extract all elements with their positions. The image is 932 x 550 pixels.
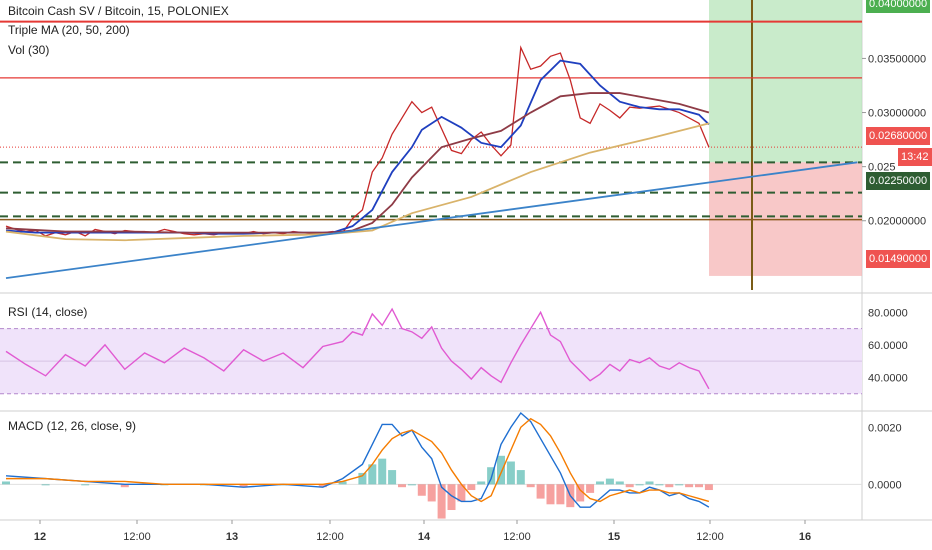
macd-histogram-bar [625, 484, 634, 488]
macd-histogram-bar [388, 470, 397, 485]
rsi-legend: RSI (14, close) [8, 305, 88, 319]
macd-histogram-bar [398, 484, 406, 488]
time-tick-label: 14 [418, 531, 431, 543]
price-series-0 [5, 45, 710, 237]
macd-histogram-bar [417, 484, 426, 496]
chart-title: Bitcoin Cash SV / Bitcoin, 15, POLONIEX [8, 4, 229, 18]
macd-histogram-bar [596, 481, 604, 485]
price-series-3 [5, 122, 710, 242]
time-tick-label: 12:00 [503, 531, 531, 543]
time-tick-label: 12:00 [123, 531, 151, 543]
macd-histogram-bar [704, 484, 713, 491]
macd-histogram-bar [239, 484, 248, 488]
rsi-tick-label: 80.0000 [868, 307, 908, 319]
macd-histogram-bar [635, 484, 644, 486]
macd-histogram-bar [645, 481, 654, 485]
macd-legend: MACD (12, 26, close, 9) [8, 419, 137, 433]
macd-histogram-bar [655, 484, 664, 486]
signal-line [6, 417, 710, 503]
macd-histogram-bar [368, 464, 377, 485]
price-tag-last: 0.02680000 [866, 127, 931, 145]
macd-histogram-bar [457, 484, 466, 502]
macd-histogram-bar [447, 484, 456, 511]
time-tick-label: 12 [34, 531, 46, 543]
macd-histogram-bar [318, 484, 327, 488]
macd-histogram-bar [487, 467, 496, 485]
price-tag-stop: 0.01490000 [866, 250, 931, 268]
price-series-4 [5, 161, 858, 279]
countdown-tag: 13:42 [898, 148, 932, 166]
macd-histogram-bar [536, 484, 545, 499]
macd-histogram-bar [546, 484, 555, 505]
macd-histogram-bar [526, 484, 535, 488]
macd-histogram-bar [695, 484, 703, 488]
time-tick-label: 12:00 [696, 531, 724, 543]
macd-histogram-bar [586, 484, 595, 493]
macd-histogram-bar [2, 481, 10, 485]
macd-histogram-bar [358, 472, 367, 485]
macd-histogram-bar [41, 484, 50, 486]
macd-histogram-bar [497, 455, 505, 485]
macd-tick-label: 0.0000 [868, 479, 902, 491]
macd-histogram-bar [556, 484, 565, 505]
rsi-tick-label: 40.0000 [868, 372, 908, 384]
macd-histogram-bar [665, 484, 674, 488]
macd-histogram-bar [685, 484, 694, 488]
price-tick-label: 0.03000000 [868, 108, 926, 120]
price-tick-label: 0.025 [868, 162, 896, 174]
macd-histogram-bar [378, 458, 387, 485]
time-tick-label: 16 [799, 531, 811, 543]
time-tick-label: 12:00 [316, 531, 344, 543]
macd-histogram-bar [605, 478, 614, 485]
price-tick-label: 0.02000000 [868, 216, 926, 228]
price-series-2 [5, 92, 710, 234]
macd-histogram-bar [675, 484, 684, 486]
macd-histogram-bar [120, 484, 129, 488]
macd-tick-label: 0.0020 [868, 422, 902, 434]
time-tick-label: 13 [226, 531, 238, 543]
macd-histogram-bar [576, 484, 585, 502]
macd-histogram-bar [516, 470, 525, 485]
rsi-line [5, 307, 710, 390]
macd-histogram-bar [506, 461, 515, 485]
volume-legend: Vol (30) [8, 43, 50, 57]
price-tick-label: 0.03500000 [868, 53, 926, 65]
profit-zone [709, 0, 862, 163]
macd-histogram-bar [467, 484, 476, 491]
triple-ma-legend: Triple MA (20, 50, 200) [8, 23, 130, 37]
price-tag-top: 0.04000000 [866, 0, 931, 13]
macd-histogram-bar [615, 481, 624, 485]
macd-histogram-bar [427, 484, 436, 502]
macd-histogram-bar [338, 481, 347, 485]
time-tick-label: 15 [608, 531, 620, 543]
price-tag-level: 0.02250000 [866, 172, 931, 190]
rsi-tick-label: 60.0000 [868, 340, 908, 352]
macd-histogram-bar [477, 481, 486, 485]
macd-line [5, 411, 710, 508]
macd-histogram-bar [81, 484, 90, 486]
macd-histogram-bar [407, 484, 416, 486]
macd-histogram-bar [437, 484, 446, 519]
